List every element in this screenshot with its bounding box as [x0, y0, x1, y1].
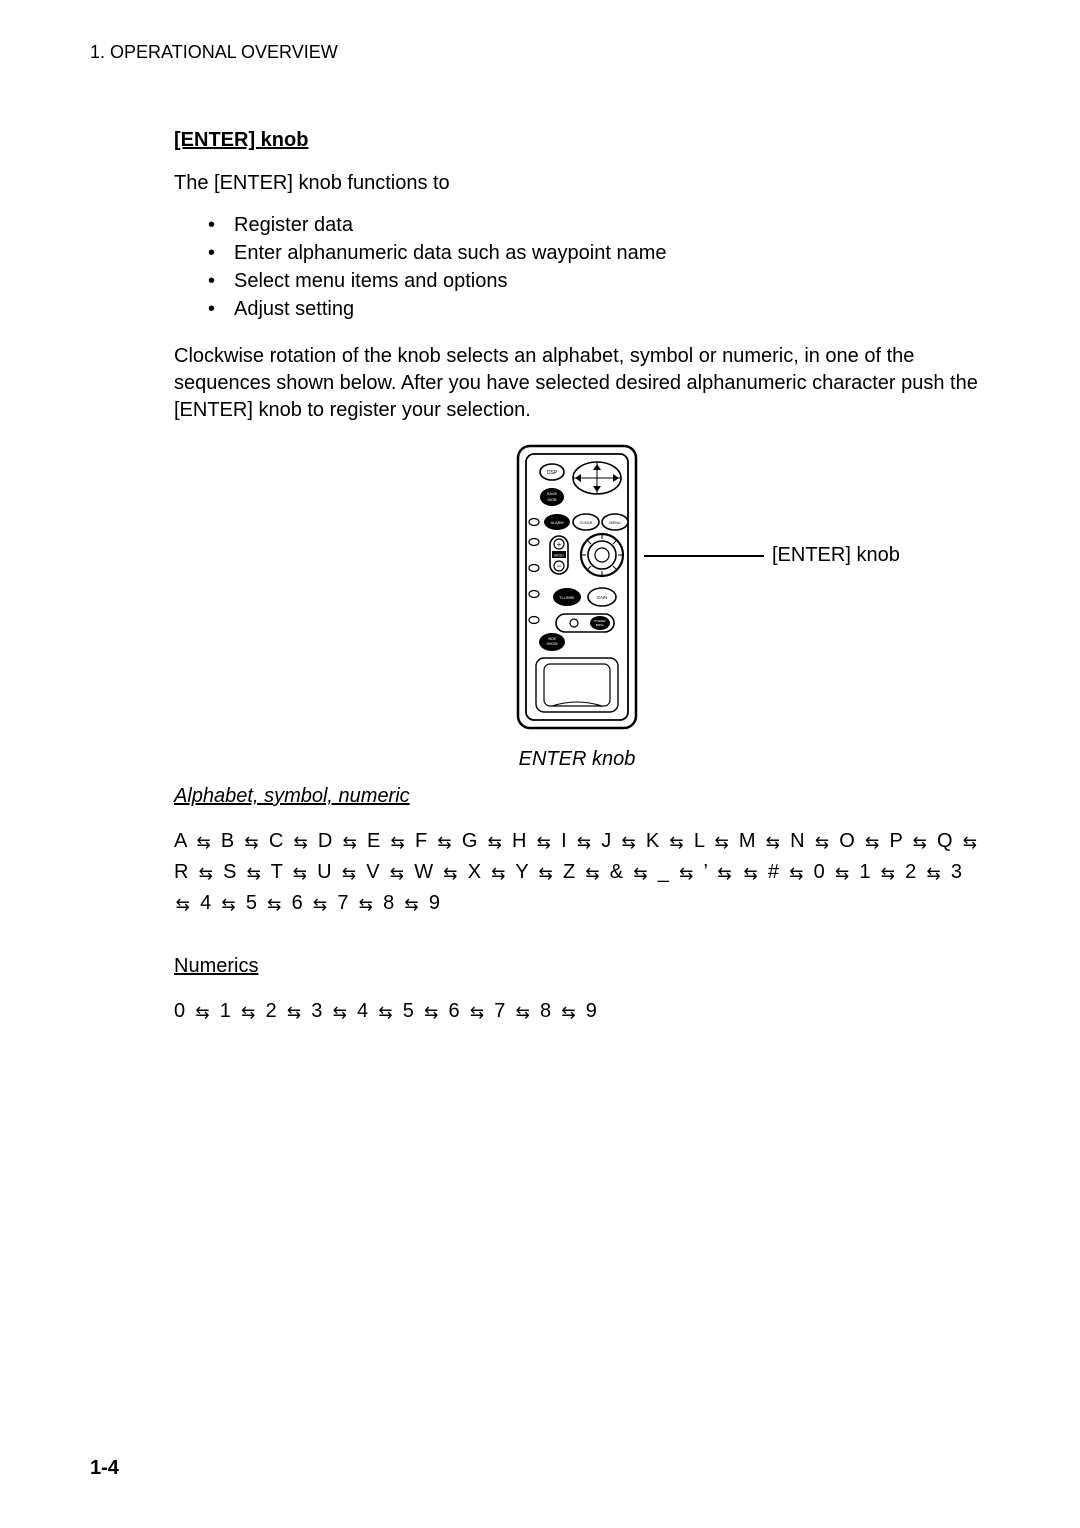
paragraph: Clockwise rotation of the knob selects a… — [174, 343, 980, 424]
bidir-arrow-icon: ⇆ — [584, 861, 602, 887]
bidir-arrow-icon: ⇆ — [961, 830, 979, 856]
bidir-arrow-icon: ⇆ — [468, 1000, 486, 1026]
page-number: 1-4 — [90, 1457, 119, 1480]
callout-line — [644, 555, 764, 557]
svg-text:ALARM: ALARM — [550, 521, 563, 525]
bidir-arrow-icon: ⇆ — [713, 830, 731, 856]
svg-text:TLL/MRK: TLL/MRK — [559, 596, 575, 600]
bullet-item: Register data — [174, 211, 980, 239]
numerics-heading: Numerics — [174, 955, 980, 978]
bidir-arrow-icon: ⇆ — [341, 830, 359, 856]
bullet-item: Adjust setting — [174, 295, 980, 323]
bidir-arrow-icon: ⇆ — [879, 861, 897, 887]
bidir-arrow-icon: ⇆ — [245, 861, 263, 887]
figure: DSP SAVE MOB ALARM CLEAR MENU + — [174, 442, 980, 742]
svg-text:SHOW: SHOW — [547, 642, 559, 646]
svg-text:BKGD: BKGD — [554, 554, 564, 558]
bidir-arrow-icon: ⇆ — [788, 861, 806, 887]
svg-text:BRILL: BRILL — [596, 623, 605, 627]
bidir-arrow-icon: ⇆ — [243, 830, 261, 856]
bidir-arrow-icon: ⇆ — [220, 892, 238, 918]
bidir-arrow-icon: ⇆ — [620, 830, 638, 856]
bullet-item: Select menu items and options — [174, 267, 980, 295]
bidir-arrow-icon: ⇆ — [442, 861, 460, 887]
bidir-arrow-icon: ⇆ — [197, 861, 215, 887]
bidir-arrow-icon: ⇆ — [174, 892, 192, 918]
bidir-arrow-icon: ⇆ — [813, 830, 831, 856]
intro-text: The [ENTER] knob functions to — [174, 170, 980, 197]
bidir-arrow-icon: ⇆ — [357, 892, 375, 918]
bidir-arrow-icon: ⇆ — [764, 830, 782, 856]
svg-text:GAIN: GAIN — [597, 595, 607, 600]
section-title: [ENTER] knob — [174, 129, 980, 152]
bidir-arrow-icon: ⇆ — [925, 861, 943, 887]
svg-text:+: + — [557, 540, 562, 549]
figure-caption: ENTER knob — [174, 748, 980, 771]
bidir-arrow-icon: ⇆ — [833, 861, 851, 887]
bidir-arrow-icon: ⇆ — [194, 1000, 212, 1026]
bidir-arrow-icon: ⇆ — [292, 830, 310, 856]
svg-text:DSP: DSP — [547, 470, 558, 476]
bidir-arrow-icon: ⇆ — [389, 830, 407, 856]
bidir-arrow-icon: ⇆ — [403, 892, 421, 918]
bidir-arrow-icon: ⇆ — [285, 1000, 303, 1026]
bidir-arrow-icon: ⇆ — [291, 861, 309, 887]
bidir-arrow-icon: ⇆ — [742, 861, 760, 887]
svg-text:−: − — [556, 561, 561, 571]
bidir-arrow-icon: ⇆ — [677, 861, 695, 887]
bidir-arrow-icon: ⇆ — [340, 861, 358, 887]
page-header: 1. OPERATIONAL OVERVIEW — [90, 42, 990, 63]
bidir-arrow-icon: ⇆ — [436, 830, 454, 856]
remote-control-illustration: DSP SAVE MOB ALARM CLEAR MENU + — [512, 442, 642, 732]
bidir-arrow-icon: ⇆ — [632, 861, 650, 887]
bidir-arrow-icon: ⇆ — [514, 1000, 532, 1026]
bidir-arrow-icon: ⇆ — [266, 892, 284, 918]
bidir-arrow-icon: ⇆ — [377, 1000, 395, 1026]
svg-text:SAVE: SAVE — [547, 491, 558, 496]
bidir-arrow-icon: ⇆ — [560, 1000, 578, 1026]
bidir-arrow-icon: ⇆ — [716, 861, 734, 887]
bidir-arrow-icon: ⇆ — [863, 830, 881, 856]
bidir-arrow-icon: ⇆ — [668, 830, 686, 856]
bidir-arrow-icon: ⇆ — [388, 861, 406, 887]
bidir-arrow-icon: ⇆ — [535, 830, 553, 856]
bidir-arrow-icon: ⇆ — [239, 1000, 257, 1026]
svg-text:MOB: MOB — [547, 497, 556, 502]
alpha-sequence: A ⇆ B ⇆ C ⇆ D ⇆ E ⇆ F ⇆ G ⇆ H ⇆ I ⇆ J ⇆ … — [174, 826, 980, 919]
numerics-sequence: 0 ⇆ 1 ⇆ 2 ⇆ 3 ⇆ 4 ⇆ 5 ⇆ 6 ⇆ 7 ⇆ 8 ⇆ 9 — [174, 996, 980, 1027]
bidir-arrow-icon: ⇆ — [311, 892, 329, 918]
bidir-arrow-icon: ⇆ — [331, 1000, 349, 1026]
bidir-arrow-icon: ⇆ — [537, 861, 555, 887]
svg-text:MENU: MENU — [609, 521, 620, 525]
bidir-arrow-icon: ⇆ — [490, 861, 508, 887]
bidir-arrow-icon: ⇆ — [422, 1000, 440, 1026]
bullet-list: Register data Enter alphanumeric data su… — [174, 211, 980, 323]
bidir-arrow-icon: ⇆ — [486, 830, 504, 856]
bidir-arrow-icon: ⇆ — [195, 830, 213, 856]
svg-text:CLEAR: CLEAR — [580, 521, 593, 525]
bidir-arrow-icon: ⇆ — [911, 830, 929, 856]
callout-label: [ENTER] knob — [772, 544, 900, 567]
alpha-heading: Alphabet, symbol, numeric — [174, 785, 980, 808]
svg-text:HIDE: HIDE — [548, 637, 557, 641]
bullet-item: Enter alphanumeric data such as waypoint… — [174, 239, 980, 267]
content-area: [ENTER] knob The [ENTER] knob functions … — [90, 129, 990, 1027]
bidir-arrow-icon: ⇆ — [575, 830, 593, 856]
